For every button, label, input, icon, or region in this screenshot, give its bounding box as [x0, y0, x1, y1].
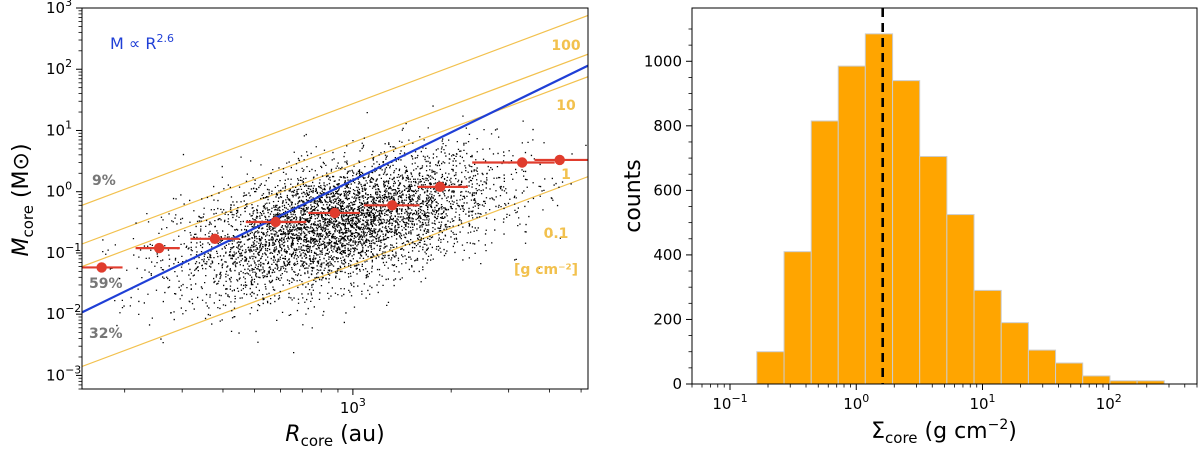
- histogram-bar-7: [946, 214, 975, 384]
- scatter-points: [102, 105, 588, 354]
- power-law-fit: [82, 64, 588, 314]
- histogram-bar-5: [892, 80, 921, 384]
- right-x-axis-label: Σcore (g cm−2): [871, 417, 1017, 447]
- median-point-3: [270, 216, 281, 228]
- surface-density-unit: [g cm⁻²]: [514, 262, 578, 278]
- histogram-bar-8: [973, 289, 1002, 384]
- histogram-bar-14: [1136, 380, 1165, 384]
- y-tick-label: 101: [46, 118, 72, 139]
- x-tick-label: 103: [340, 396, 366, 417]
- left-axes-frame: [81, 7, 589, 390]
- right-x-ticks: 10−1 100 101 102: [691, 384, 1198, 413]
- surface-density-line-0.1: [82, 176, 588, 368]
- y-tick-label: 10−3: [46, 363, 81, 384]
- x-tick-label: 10−1: [712, 392, 747, 413]
- median-point-5: [387, 200, 398, 211]
- left-y-axis-label: Mcore (M⊙): [9, 143, 37, 256]
- y-tick-label: 200: [653, 310, 682, 328]
- fit-label: M ∝ R2.6: [110, 32, 174, 53]
- x-tick-label: 102: [1096, 392, 1122, 413]
- histogram-bars: [756, 33, 1165, 384]
- left-x-ticks: 103: [124, 389, 582, 417]
- histogram-bar-2: [810, 120, 839, 384]
- median-point-2: [209, 233, 221, 245]
- median-point-0: [96, 262, 107, 273]
- left-x-axis-label: Rcore (au): [285, 422, 384, 450]
- surface-density-line-10: [82, 53, 588, 245]
- binned-medians: [82, 154, 588, 273]
- x-tick-label: 100: [843, 392, 869, 413]
- core-scatter-points: [102, 105, 588, 354]
- surface-density-label-100: 100: [551, 38, 580, 54]
- histogram-bar-9: [1000, 322, 1029, 384]
- x-tick-label: 101: [969, 392, 995, 413]
- histogram-bar-12: [1082, 375, 1111, 384]
- left-y-ticks: 10−3 10−2 10−1 100 101 102 103: [46, 0, 82, 390]
- y-tick-label: 800: [653, 117, 682, 135]
- median-point-8: [554, 154, 565, 166]
- surface-density-label-10: 10: [556, 98, 576, 114]
- median-point-4: [329, 207, 340, 219]
- histogram-bar-6: [919, 155, 948, 384]
- fit-line: [82, 64, 588, 314]
- median-point-1: [153, 242, 165, 254]
- surface-density-label-0.1: 0.1: [544, 226, 569, 242]
- y-tick-label: 0: [672, 375, 682, 393]
- histogram-bar-0: [756, 351, 785, 384]
- y-tick-label: 10−2: [46, 302, 81, 323]
- surface-density-label-1: 1: [561, 167, 571, 183]
- y-tick-label: 100: [46, 180, 72, 201]
- y-tick-label: 400: [653, 246, 682, 264]
- surface-density-line-1: [82, 76, 588, 268]
- y-tick-label: 103: [46, 0, 72, 17]
- surface-density-line-100: [82, 14, 588, 206]
- percent-label-1: 59%: [89, 276, 123, 292]
- y-tick-label: 600: [653, 181, 682, 199]
- surface-density-lines: [82, 14, 588, 368]
- percent-label-2: 32%: [89, 326, 123, 342]
- histogram-bar-3: [837, 65, 866, 384]
- histogram-bar-1: [783, 251, 812, 384]
- left-annotations: M ∝ R2.6 100 10 1 0.1 [g cm⁻²] 9% 59% 32%: [89, 32, 581, 342]
- percent-label-0: 9%: [92, 173, 116, 189]
- right-y-axis-label: counts: [621, 159, 646, 233]
- histogram-bar-10: [1027, 349, 1057, 384]
- y-tick-label: 1000: [644, 52, 682, 70]
- histogram-bar-4: [864, 33, 894, 384]
- right-y-ticks: 0 200 400 600 800 1000: [644, 28, 692, 393]
- median-point-6: [434, 181, 446, 193]
- histogram-bar-11: [1055, 362, 1084, 384]
- y-tick-label: 102: [46, 57, 72, 78]
- surface-density-histogram-panel: 10−1 100 101 102 0 200 400 600 800 1000 Σcore (g…: [621, 7, 1198, 447]
- median-point-7: [516, 157, 528, 168]
- y-tick-label: 10−1: [46, 241, 81, 262]
